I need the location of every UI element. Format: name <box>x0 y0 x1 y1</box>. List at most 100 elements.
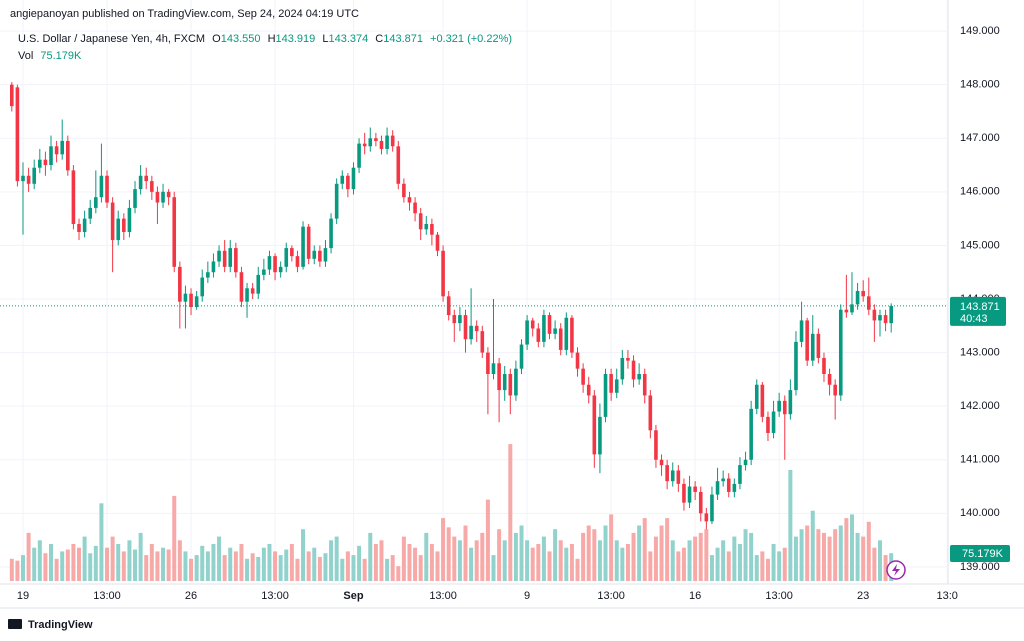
y-tick-label: 142.000 <box>960 400 1000 412</box>
candle-body <box>642 374 647 396</box>
candle-body <box>390 135 395 147</box>
volume-bar <box>228 547 233 581</box>
volume-bar <box>603 525 608 581</box>
volume-bar <box>721 540 726 581</box>
candle-body <box>295 256 300 267</box>
volume-bar <box>485 499 490 581</box>
volume-bar <box>233 551 238 581</box>
volume-bar <box>625 544 630 581</box>
candle-body <box>334 183 339 219</box>
volume-bar <box>743 529 748 581</box>
y-tick-label: 145.000 <box>960 239 1000 251</box>
candle-body <box>424 223 429 230</box>
c-label: C <box>375 33 383 45</box>
h-label: H <box>268 33 276 45</box>
volume-bar <box>401 536 406 581</box>
candle-body <box>782 400 787 415</box>
candle-body <box>822 357 826 375</box>
volume-bar <box>390 555 395 581</box>
volume-bar <box>541 536 546 581</box>
volume-bar <box>631 532 636 581</box>
footer-logo: TradingView <box>8 619 93 631</box>
candle-body <box>234 248 238 273</box>
candle-body <box>777 400 781 412</box>
volume-bar <box>49 544 54 581</box>
volume-bar <box>155 551 160 581</box>
x-tick-label: 23 <box>857 590 869 602</box>
candle-body <box>514 368 518 396</box>
candle-body <box>200 277 205 297</box>
candle-body <box>155 191 160 203</box>
candle-body <box>480 331 485 353</box>
x-tick-label: 26 <box>185 590 197 602</box>
volume-bar <box>861 536 866 581</box>
volume-bar <box>491 555 496 581</box>
candle-body <box>676 470 681 484</box>
countdown: 40:43 <box>960 313 988 325</box>
volume-bar <box>547 551 552 581</box>
candle-body <box>239 272 244 302</box>
candle-body <box>637 374 641 380</box>
volume-bar <box>497 529 502 581</box>
candle-body <box>278 266 283 273</box>
volume-pane <box>9 444 894 581</box>
candle-body <box>754 384 759 409</box>
volume-bar <box>138 532 143 581</box>
volume-bar <box>754 555 759 581</box>
volume-bar <box>609 514 614 581</box>
candle-body <box>463 315 468 340</box>
candle-body <box>407 197 412 203</box>
candle-body <box>878 315 882 321</box>
h-value: 143.919 <box>276 33 316 45</box>
candle-body <box>547 315 552 334</box>
candle-body <box>77 223 81 233</box>
candle-body <box>659 459 664 466</box>
volume-bar <box>558 540 563 581</box>
candle-body <box>620 357 625 380</box>
volume-bar <box>872 547 877 581</box>
candle-body <box>889 305 893 324</box>
volume-bar <box>659 525 664 581</box>
last-price-box <box>950 296 1006 326</box>
candle-body <box>435 234 440 251</box>
candle-body <box>49 146 53 166</box>
candle-body <box>54 146 59 155</box>
candle-body <box>760 384 765 417</box>
volume-bar <box>474 540 479 581</box>
candle-body <box>178 266 182 302</box>
volume-bar <box>340 558 345 581</box>
volume-bar <box>513 532 518 581</box>
candle-body <box>430 223 434 235</box>
volume-bar <box>239 544 244 581</box>
volume-bar <box>133 549 138 581</box>
candle-body <box>88 207 93 219</box>
candle-body <box>323 248 328 262</box>
candle-body <box>872 309 877 321</box>
volume-bar <box>793 536 798 581</box>
volume-bar <box>502 540 507 581</box>
candle-body <box>721 478 725 482</box>
candle-body <box>245 288 249 302</box>
candle-body <box>866 296 871 310</box>
volume-bar <box>15 560 20 581</box>
candle-body <box>794 341 798 391</box>
volume-bar <box>592 529 597 581</box>
published-note: angiepanoyan published on TradingView.co… <box>10 8 359 20</box>
volume-bar <box>698 532 703 581</box>
volume-bar <box>37 540 42 581</box>
volume-bar <box>614 540 619 581</box>
volume-bar <box>637 525 642 581</box>
volume-bar <box>194 555 199 581</box>
candle-body <box>648 395 653 431</box>
volume-bar <box>278 555 283 581</box>
volume-bar <box>715 547 720 581</box>
l-label: L <box>322 33 328 45</box>
candle-body <box>626 357 630 361</box>
candle-body <box>127 207 132 233</box>
volume-bar <box>105 547 110 581</box>
candle-body <box>166 191 171 198</box>
y-tick-label: 139.000 <box>960 561 1000 573</box>
last-price-label: 143.871 <box>960 301 1000 313</box>
candle-body <box>603 374 608 417</box>
